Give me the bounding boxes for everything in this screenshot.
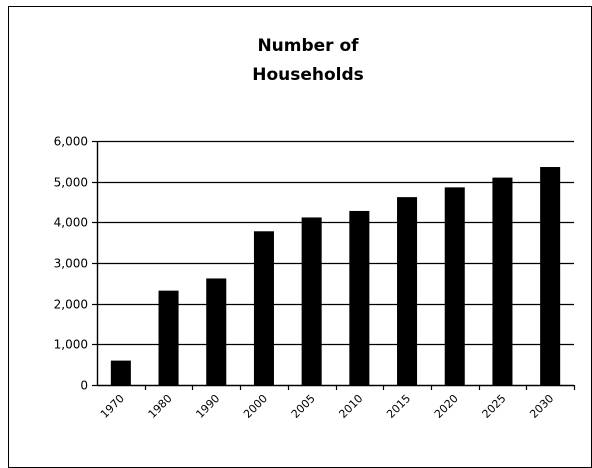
- bars: [110, 167, 561, 385]
- bar: [206, 278, 227, 385]
- chart-title-line-2: Households: [252, 65, 364, 85]
- y-tick-label: 0: [80, 379, 88, 393]
- bar: [397, 197, 418, 385]
- y-tick-label: 5,000: [54, 176, 88, 190]
- bar: [540, 167, 561, 385]
- y-tick-labels: 0 1,000 2,000 3,000 4,000 5,000 6,000: [54, 135, 88, 393]
- bar: [492, 177, 513, 385]
- bar: [301, 217, 322, 385]
- y-tick-label: 3,000: [54, 257, 88, 271]
- bar: [349, 210, 370, 385]
- y-tick-label: 2,000: [54, 298, 88, 312]
- bar: [158, 290, 179, 385]
- bar: [110, 360, 131, 385]
- axes: [92, 140, 576, 390]
- bar: [253, 231, 274, 385]
- chart-title-line-1: Number of: [257, 36, 359, 56]
- y-tick-label: 4,000: [54, 216, 88, 230]
- y-tick-label: 6,000: [54, 135, 88, 149]
- bar: [444, 187, 465, 385]
- y-tick-label: 1,000: [54, 338, 88, 352]
